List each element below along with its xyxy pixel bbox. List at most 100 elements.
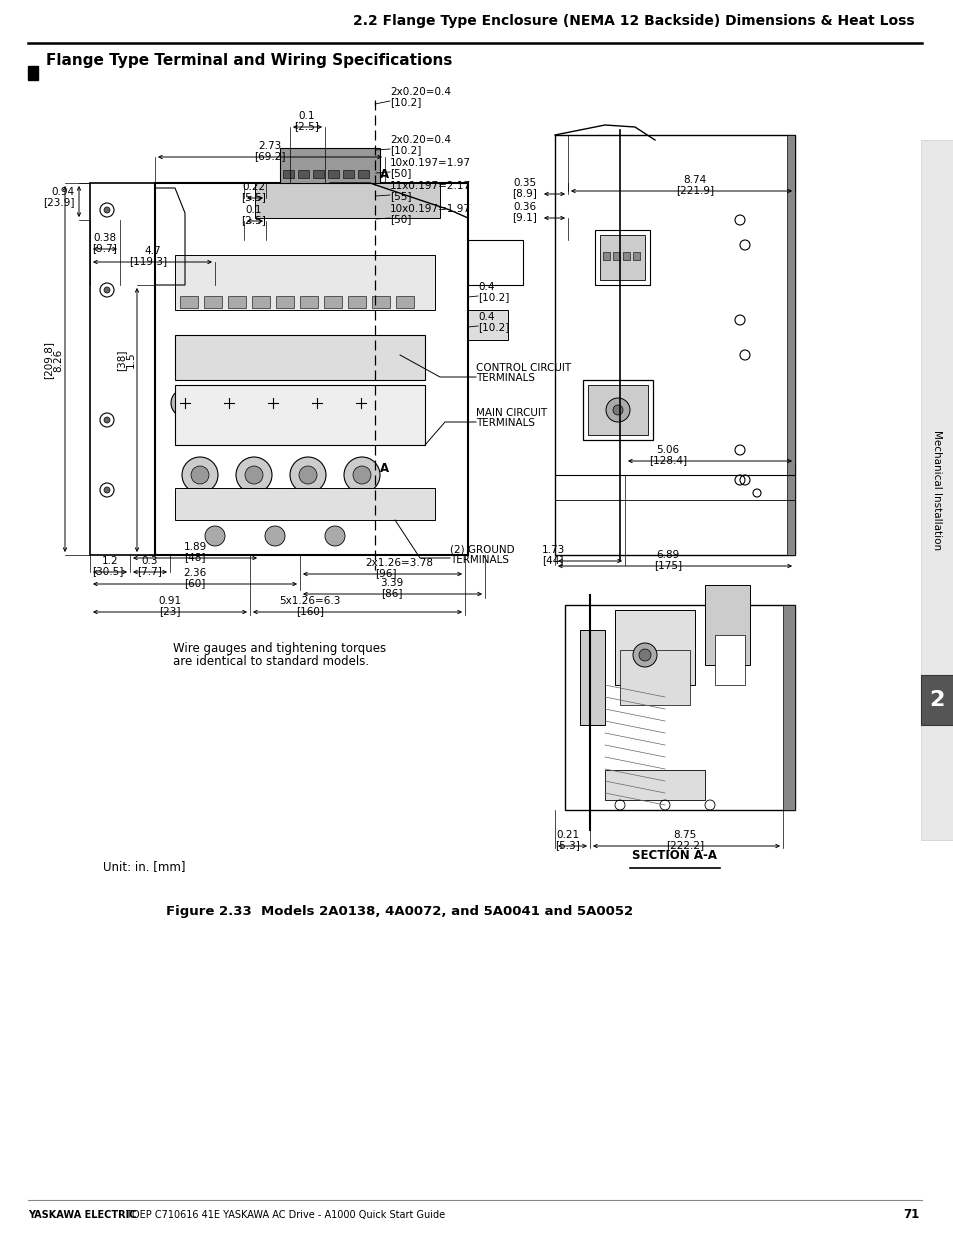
Text: [5.5]: [5.5]	[241, 191, 266, 203]
Circle shape	[245, 466, 263, 484]
Bar	[786, 135, 794, 555]
Text: (2) GROUND: (2) GROUND	[450, 545, 514, 555]
Text: TERMINALS: TERMINALS	[450, 555, 509, 564]
Text: 71: 71	[902, 1209, 919, 1221]
Text: 1.5: 1.5	[126, 352, 136, 368]
Bar	[90, 183, 154, 555]
Bar	[714, 635, 744, 685]
Text: YASKAWA ELECTRIC: YASKAWA ELECTRIC	[28, 1210, 136, 1220]
Bar	[920, 676, 953, 725]
Text: TERMINALS: TERMINALS	[476, 373, 535, 383]
Text: 1.89: 1.89	[183, 542, 207, 552]
Bar	[564, 605, 794, 810]
Bar	[283, 170, 294, 178]
Bar	[299, 296, 317, 308]
Bar	[297, 170, 309, 178]
Circle shape	[605, 398, 629, 422]
Bar	[357, 170, 369, 178]
Text: [50]: [50]	[390, 214, 411, 224]
Circle shape	[310, 396, 324, 410]
Bar	[555, 135, 794, 555]
Bar	[582, 380, 652, 440]
Bar	[254, 183, 439, 219]
Text: 0.35: 0.35	[514, 178, 537, 188]
Text: 4.7: 4.7	[145, 246, 161, 256]
Circle shape	[298, 466, 316, 484]
Bar	[280, 148, 379, 183]
Text: 8.74: 8.74	[682, 175, 706, 185]
Circle shape	[265, 526, 285, 546]
Circle shape	[290, 457, 326, 493]
Text: [60]: [60]	[184, 578, 206, 588]
Bar	[613, 252, 619, 261]
Text: 8.75: 8.75	[673, 830, 696, 840]
Text: [5.3]: [5.3]	[555, 840, 579, 850]
Circle shape	[633, 643, 657, 667]
Text: [10.2]: [10.2]	[477, 322, 509, 332]
Bar	[595, 230, 649, 285]
Bar	[587, 385, 647, 435]
Text: [55]: [55]	[390, 191, 411, 201]
Circle shape	[171, 389, 199, 417]
Text: 0.94: 0.94	[51, 186, 75, 198]
Text: [128.4]: [128.4]	[648, 454, 686, 466]
Bar	[204, 296, 222, 308]
Circle shape	[205, 526, 225, 546]
Text: [222.2]: [222.2]	[665, 840, 703, 850]
Bar	[174, 335, 424, 380]
Circle shape	[191, 466, 209, 484]
Text: [221.9]: [221.9]	[676, 185, 713, 195]
Circle shape	[353, 466, 371, 484]
Bar	[920, 140, 953, 840]
Circle shape	[182, 457, 218, 493]
Bar	[174, 254, 435, 310]
Bar	[615, 610, 695, 685]
Text: 0.22: 0.22	[242, 182, 265, 191]
Bar	[468, 310, 507, 340]
Text: 5.06: 5.06	[656, 445, 679, 454]
Circle shape	[214, 389, 243, 417]
Bar	[228, 296, 246, 308]
Text: CONTROL CIRCUIT: CONTROL CIRCUIT	[476, 363, 571, 373]
Circle shape	[104, 287, 110, 293]
Text: 3.39: 3.39	[380, 578, 403, 588]
Text: 0.4: 0.4	[477, 282, 494, 291]
Circle shape	[325, 526, 345, 546]
Text: [9.1]: [9.1]	[512, 212, 537, 222]
Text: Unit: in. [mm]: Unit: in. [mm]	[103, 860, 185, 873]
Text: 2x0.20=0.4: 2x0.20=0.4	[390, 135, 451, 144]
Circle shape	[344, 457, 379, 493]
Text: 0.1: 0.1	[298, 111, 314, 121]
Circle shape	[222, 396, 235, 410]
Text: 2: 2	[928, 690, 943, 710]
Text: [2.5]: [2.5]	[294, 121, 319, 131]
Text: 2.36: 2.36	[183, 568, 207, 578]
Bar	[633, 252, 639, 261]
Circle shape	[613, 405, 622, 415]
Bar	[348, 296, 366, 308]
Text: [10.2]: [10.2]	[390, 98, 421, 107]
Text: [10.2]: [10.2]	[477, 291, 509, 303]
Text: [48]: [48]	[184, 552, 206, 562]
Text: [23.9]: [23.9]	[44, 198, 75, 207]
Text: 2.2 Flange Type Enclosure (NEMA 12 Backside) Dimensions & Heat Loss: 2.2 Flange Type Enclosure (NEMA 12 Backs…	[353, 14, 914, 28]
Text: 10x0.197=1.97: 10x0.197=1.97	[390, 158, 471, 168]
Text: 6.89: 6.89	[656, 550, 679, 559]
Text: TOEP C710616 41E YASKAWA AC Drive - A1000 Quick Start Guide: TOEP C710616 41E YASKAWA AC Drive - A100…	[123, 1210, 445, 1220]
Text: A: A	[379, 462, 389, 474]
Text: 0.4: 0.4	[477, 312, 494, 322]
Text: [38]: [38]	[116, 350, 126, 370]
Circle shape	[347, 389, 375, 417]
Text: [8.9]: [8.9]	[512, 188, 537, 198]
Text: Figure 2.33  Models 2A0138, 4A0072, and 5A0041 and 5A0052: Figure 2.33 Models 2A0138, 4A0072, and 5…	[166, 905, 633, 918]
Text: 2.73: 2.73	[258, 141, 281, 151]
Circle shape	[104, 487, 110, 493]
Text: [175]: [175]	[653, 559, 681, 571]
Text: Wire gauges and tightening torques: Wire gauges and tightening torques	[172, 642, 386, 655]
Circle shape	[266, 396, 280, 410]
Circle shape	[104, 207, 110, 212]
Bar	[602, 252, 609, 261]
Text: [209.8]: [209.8]	[43, 341, 53, 379]
Bar	[313, 170, 324, 178]
Text: 0.91: 0.91	[158, 597, 181, 606]
